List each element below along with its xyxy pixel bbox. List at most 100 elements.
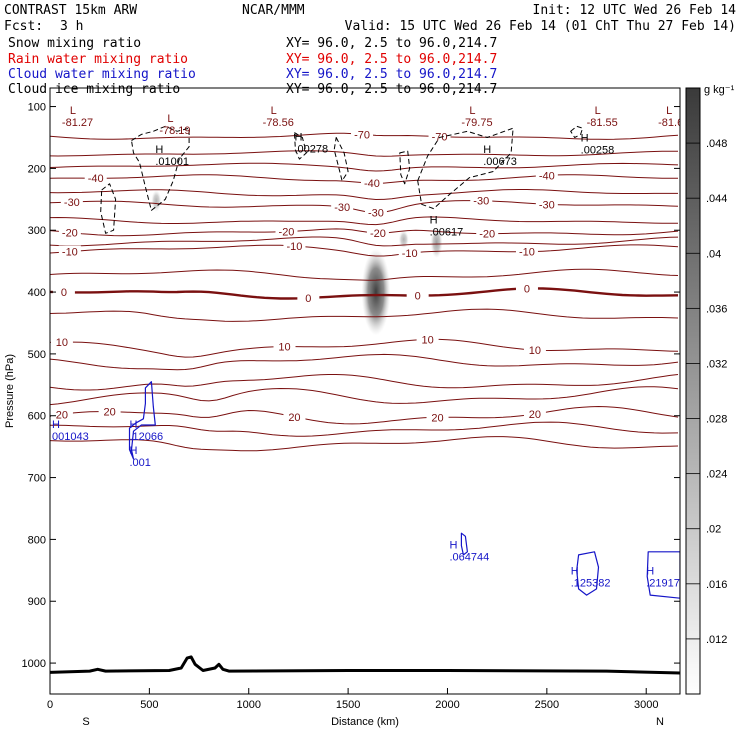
contour-label-bg bbox=[84, 172, 107, 184]
x-tick-label-6: 3000 bbox=[634, 699, 658, 711]
contour-label-bg bbox=[98, 405, 121, 417]
temperature-contour-m25 bbox=[50, 216, 679, 226]
temperature-contour-25 bbox=[50, 436, 679, 452]
extremum-marker-1: L bbox=[167, 113, 173, 125]
contour-label-group: 20 bbox=[50, 408, 73, 421]
contour-label: 10 bbox=[56, 337, 68, 349]
contour-label-group: 10 bbox=[273, 340, 296, 354]
cloud-water-contour-3 bbox=[646, 551, 680, 599]
contour-label-bg bbox=[58, 226, 81, 238]
contour-label: -40 bbox=[364, 178, 380, 190]
contour-label: 10 bbox=[278, 342, 290, 354]
contour-label: -70 bbox=[354, 129, 370, 141]
colorbar-tick-label-5: .032 bbox=[706, 358, 727, 370]
contour-label-bg bbox=[515, 282, 538, 294]
contour-label-bg bbox=[416, 333, 439, 345]
contour-label-group: -10 bbox=[283, 239, 306, 253]
y-tick-label-7: 800 bbox=[28, 534, 46, 546]
legend-cloud-ice-label: Cloud ice mixing ratio bbox=[8, 82, 180, 97]
extremum-value-7: .00278 bbox=[294, 143, 328, 155]
terrain-line bbox=[50, 655, 680, 675]
legend-snow-label: Snow mixing ratio bbox=[8, 36, 141, 51]
snow-contour-4 bbox=[417, 127, 514, 210]
contour-label: -40 bbox=[539, 170, 555, 182]
x-tick-label-4: 2000 bbox=[435, 699, 459, 711]
contour-label-bg bbox=[275, 225, 298, 237]
extremum-marker-14: H bbox=[449, 540, 457, 552]
contour-label: -10 bbox=[519, 247, 535, 259]
legend-cloud-water-label: Cloud water mixing ratio bbox=[8, 67, 196, 82]
contour-label: 0 bbox=[61, 287, 67, 299]
contour-label: -30 bbox=[334, 202, 350, 214]
contour-label-bg bbox=[535, 198, 558, 210]
contour-label-group: -30 bbox=[60, 195, 83, 209]
extremum-marker-3: L bbox=[469, 105, 475, 117]
contour-label-group: 20 bbox=[426, 411, 449, 424]
colorbar-tick-label-7: .04 bbox=[706, 248, 721, 260]
extremum-value-4: -81.55 bbox=[587, 117, 618, 129]
cloud-water-contours bbox=[128, 381, 680, 599]
south-endpoint: S bbox=[82, 716, 89, 728]
contour-label-group: 10 bbox=[50, 336, 73, 349]
cloud-ice-blob-2 bbox=[398, 230, 409, 249]
cloud-ice-blob-3 bbox=[151, 190, 162, 212]
temperature-contour-m15 bbox=[50, 236, 679, 247]
temperature-contour-m35 bbox=[50, 189, 678, 201]
cloud-water-contour-0 bbox=[128, 381, 156, 460]
contour-label: 0 bbox=[524, 283, 530, 295]
contour-label: -20 bbox=[62, 228, 78, 240]
contour-label-bg bbox=[50, 408, 73, 420]
contour-label-group: 0 bbox=[297, 291, 320, 305]
temperature-contour-5 bbox=[50, 308, 679, 322]
extremum-value-3: -79.75 bbox=[461, 117, 492, 129]
temperature-contour-m10 bbox=[50, 244, 679, 257]
terrain bbox=[50, 655, 680, 675]
temperature-contour-m50 bbox=[50, 162, 679, 172]
y-tick-label-1: 200 bbox=[28, 163, 46, 175]
temperature-contour-20 bbox=[50, 405, 679, 425]
contour-label-group: 20 bbox=[283, 410, 306, 424]
forecast-value: 3 h bbox=[60, 19, 83, 34]
contour-label: 20 bbox=[288, 412, 300, 424]
cloud-ice-blob-0 bbox=[361, 248, 391, 336]
contour-label-group: 20 bbox=[98, 405, 121, 419]
contour-label-bg bbox=[283, 239, 306, 251]
extremum-marker-0: L bbox=[70, 105, 76, 117]
contour-label-group: -40 bbox=[535, 169, 558, 182]
contour-label-bg bbox=[366, 227, 389, 239]
extrema-labels: L-81.27 L-78.19L-78.56L-79.75L-81.55L-81.… bbox=[52, 105, 680, 590]
extremum-value-15: .125382 bbox=[571, 578, 611, 590]
legend-rain-label: Rain water mixing ratio bbox=[8, 52, 188, 67]
contour-label: 20 bbox=[56, 409, 68, 421]
valid-time: Valid: 15 UTC Wed 26 Feb 14 (01 ChT Thu … bbox=[345, 19, 736, 34]
y-tick-label-3: 400 bbox=[28, 287, 46, 299]
temperature-contours: -70 -70-40 -40-40-30 -30 -30-30 -30-20 -20 -20-… bbox=[50, 128, 679, 452]
colorbar-tick-label-2: .02 bbox=[706, 524, 721, 536]
contour-label-bg bbox=[398, 247, 421, 259]
extremum-value-6: .01001 bbox=[155, 156, 189, 168]
temperature-contour-m5 bbox=[50, 268, 679, 281]
contour-label: -10 bbox=[62, 247, 78, 259]
extremum-value-9: .00258 bbox=[581, 145, 615, 157]
x-tick-label-2: 1000 bbox=[236, 699, 260, 711]
y-tick-label-8: 900 bbox=[28, 596, 46, 608]
extremum-marker-11: H bbox=[52, 419, 60, 431]
extremum-value-2: -78.56 bbox=[263, 117, 294, 129]
contour-label-bg bbox=[470, 194, 493, 206]
contour-label-group: 0 bbox=[52, 286, 75, 299]
init-time: Init: 12 UTC Wed 26 Feb 14 bbox=[533, 3, 737, 18]
contour-label-group: 10 bbox=[523, 344, 546, 357]
extremum-value-14: .064744 bbox=[449, 552, 489, 564]
extremum-value-13: .001 bbox=[130, 457, 151, 469]
snow-contour-6 bbox=[100, 183, 117, 234]
x-tick-label-1: 500 bbox=[140, 699, 158, 711]
cloud-ice-blob-1 bbox=[430, 227, 443, 259]
extremum-marker-2: L bbox=[271, 105, 277, 117]
y-tick-label-2: 300 bbox=[28, 225, 46, 237]
extremum-marker-7: H bbox=[294, 131, 302, 143]
y-tick-label-6: 700 bbox=[28, 473, 46, 485]
plot-area: -70 -70-40 -40-40-30 -30 -30-30 -30-20 -20 -20-… bbox=[50, 105, 680, 675]
contour-label: 0 bbox=[415, 291, 421, 303]
snow-contours bbox=[100, 125, 584, 234]
extremum-marker-15: H bbox=[571, 566, 579, 578]
